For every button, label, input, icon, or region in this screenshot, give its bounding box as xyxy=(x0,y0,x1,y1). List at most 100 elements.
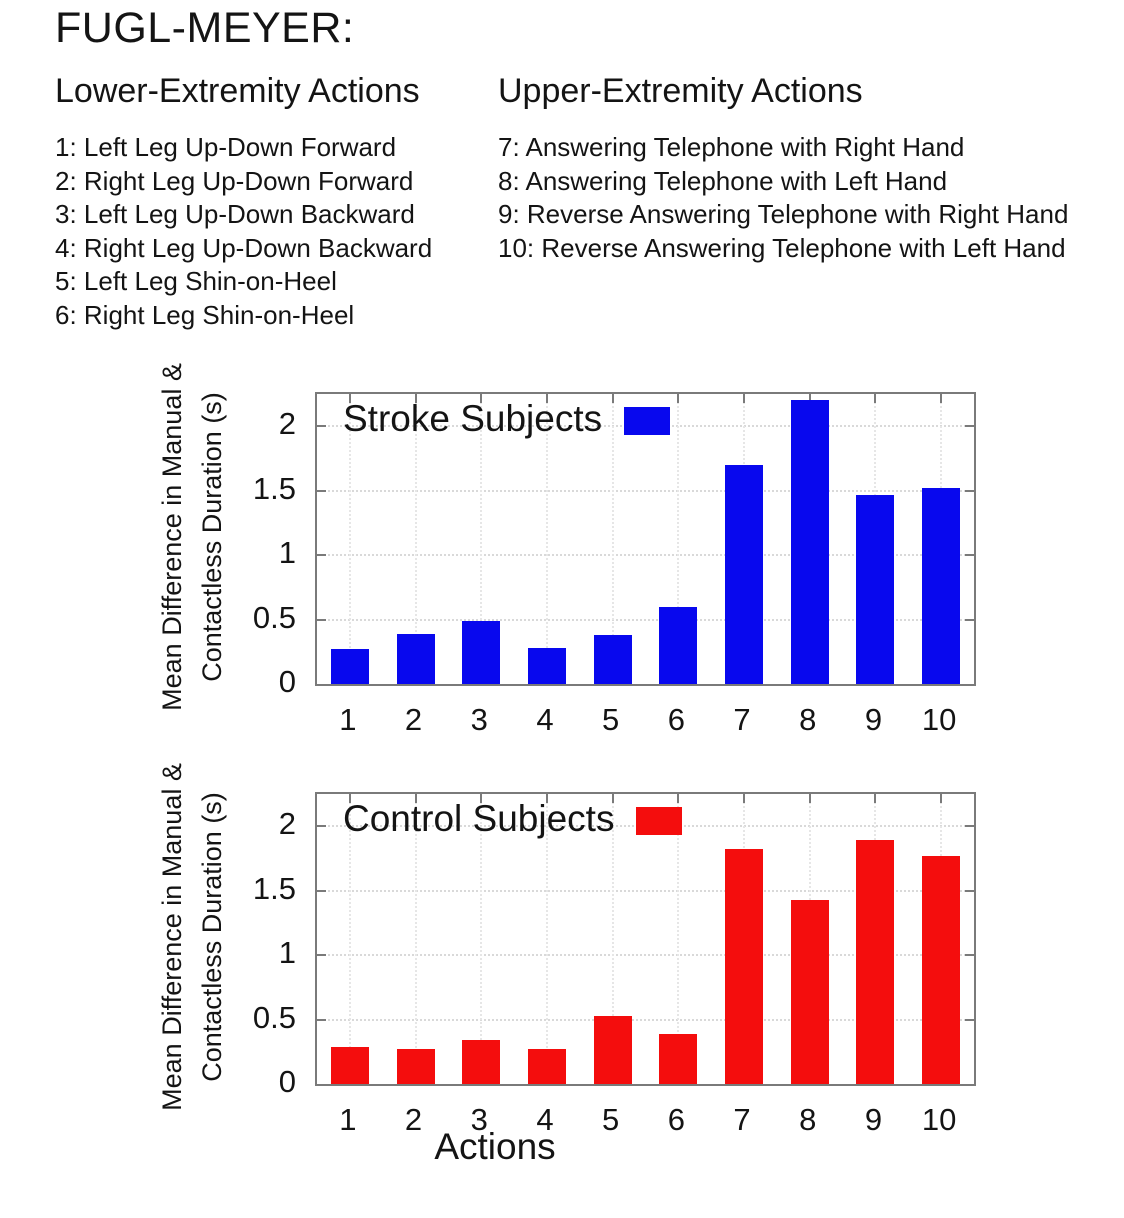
axis-tick xyxy=(940,394,943,403)
x-axis-label: Actions xyxy=(434,1126,556,1167)
axis-tick xyxy=(874,794,877,803)
list-item: 4: Right Leg Up-Down Backward xyxy=(55,232,433,263)
x-tick-label: 10 xyxy=(921,702,957,737)
axis-tick xyxy=(808,394,811,403)
lower-extremity-heading: Lower-Extremity Actions xyxy=(55,72,420,110)
x-tick-label: 8 xyxy=(799,702,817,737)
bar-action-5 xyxy=(593,635,632,684)
page-title: FUGL-MEYER: xyxy=(55,4,355,52)
axis-tick xyxy=(965,1018,974,1021)
x-axis-ticks: 1 2 3 4 5 6 7 8 9 10 xyxy=(315,694,972,737)
legend-label: Stroke Subjects xyxy=(343,398,603,439)
list-item: 8: Answering Telephone with Left Hand xyxy=(498,165,948,196)
axis-tick xyxy=(808,794,811,803)
gridline xyxy=(611,394,614,684)
x-tick-label: 9 xyxy=(864,1102,883,1137)
gridline xyxy=(545,794,548,1084)
list-item: 10: Reverse Answering Telephone with Lef… xyxy=(498,232,1066,263)
legend-label: Control Subjects xyxy=(343,798,615,839)
x-tick-label: 2 xyxy=(404,702,423,737)
list-item: 9: Reverse Answering Telephone with Righ… xyxy=(498,199,1069,229)
axis-tick xyxy=(480,394,483,403)
bar-action-3 xyxy=(462,620,501,684)
axis-tick xyxy=(965,825,974,828)
axis-tick xyxy=(677,394,680,403)
bar-action-3 xyxy=(462,1040,501,1084)
axis-tick xyxy=(348,794,351,803)
legend-swatch xyxy=(624,407,671,435)
y-tick-label: 0.5 xyxy=(252,999,296,1035)
bar-action-2 xyxy=(396,633,435,684)
gridline xyxy=(677,794,680,1084)
x-tick-label: 5 xyxy=(602,1102,620,1137)
x-tick-label: 1 xyxy=(339,1102,357,1137)
bar-action-6 xyxy=(659,606,698,684)
bar-action-7 xyxy=(725,849,764,1084)
x-tick-label: 10 xyxy=(921,1102,957,1137)
axis-tick xyxy=(545,794,548,803)
gridline xyxy=(545,394,548,684)
list-item: 6: Right Leg Shin-on-Heel xyxy=(55,299,355,330)
x-tick-label: 5 xyxy=(602,702,620,737)
gridline xyxy=(317,489,974,492)
x-tick-label: 8 xyxy=(799,1102,817,1137)
axis-tick xyxy=(965,554,974,557)
bar-action-2 xyxy=(396,1049,435,1084)
gridline xyxy=(317,954,974,957)
y-tick-label: 2 xyxy=(278,806,296,842)
axis-tick xyxy=(348,394,351,403)
x-tick-label: 3 xyxy=(470,702,488,737)
axis-tick xyxy=(677,794,680,803)
y-tick-label: 1 xyxy=(278,935,296,971)
gridline xyxy=(317,618,974,621)
x-tick-label: 7 xyxy=(733,1102,751,1137)
list-item: 7: Answering Telephone with Right Hand xyxy=(498,132,965,162)
bar-action-1 xyxy=(330,649,369,684)
axis-tick xyxy=(874,394,877,403)
x-tick-label: 6 xyxy=(667,1102,685,1137)
gridline xyxy=(480,394,483,684)
bar-action-8 xyxy=(790,400,829,684)
upper-extremity-list: 7: Answering Telephone with Right Hand 8… xyxy=(498,131,1068,265)
legend: Control Subjects xyxy=(343,798,683,840)
x-axis-ticks: 1 2 3 4 5 6 7 8 9 10 xyxy=(315,1094,972,1137)
y-tick-label: 1.5 xyxy=(252,870,296,906)
plot-area: Stroke Subjects xyxy=(315,392,976,686)
axis-tick xyxy=(965,954,974,957)
list-item: 5: Left Leg Shin-on-Heel xyxy=(55,266,337,296)
x-tick-label: 9 xyxy=(864,702,883,737)
bar-action-5 xyxy=(593,1015,632,1084)
plot-area: Control Subjects xyxy=(315,792,976,1086)
gridline xyxy=(348,794,351,1084)
axis-tick xyxy=(317,954,326,957)
bar-action-4 xyxy=(527,647,566,684)
bar-action-4 xyxy=(527,1049,566,1084)
axis-tick xyxy=(545,394,548,403)
axis-tick xyxy=(317,1018,326,1021)
bar-action-9 xyxy=(856,840,895,1084)
y-tick-label: 1.5 xyxy=(252,470,296,506)
x-tick-label: 4 xyxy=(536,1102,554,1137)
axis-tick xyxy=(317,889,326,892)
gridline xyxy=(677,394,680,684)
axis-tick xyxy=(317,489,326,492)
gridline xyxy=(317,554,974,557)
list-item: 3: Left Leg Up-Down Backward xyxy=(55,199,415,229)
axis-tick xyxy=(940,794,943,803)
y-tick-label: 0.5 xyxy=(252,599,296,635)
upper-extremity-heading: Upper-Extremity Actions xyxy=(498,72,863,110)
gridline xyxy=(414,394,417,684)
y-axis-ticks: 0 0.5 1 1.5 2 xyxy=(186,392,296,699)
x-tick-label: 6 xyxy=(667,702,685,737)
gridline xyxy=(611,794,614,1084)
x-tick-label: 4 xyxy=(536,702,554,737)
bar-action-1 xyxy=(330,1046,369,1084)
y-tick-label: 2 xyxy=(278,406,296,442)
x-tick-label: 2 xyxy=(404,1102,423,1137)
axis-tick xyxy=(414,794,417,803)
y-tick-label: 0 xyxy=(278,1064,296,1099)
y-tick-label: 0 xyxy=(278,664,296,699)
bar-action-10 xyxy=(922,855,961,1084)
legend-swatch xyxy=(636,807,683,835)
bar-action-8 xyxy=(790,899,829,1084)
